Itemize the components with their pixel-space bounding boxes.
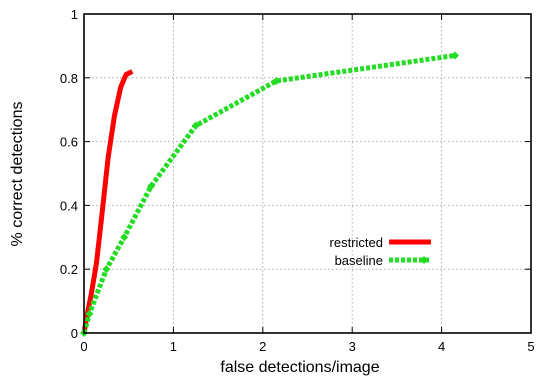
plot-frame	[83, 13, 532, 334]
grid	[84, 14, 531, 333]
y-tick-label: 0.4	[60, 198, 78, 213]
legend: restricted baseline	[330, 235, 431, 268]
x-tick-label: 0	[80, 339, 87, 354]
series-layer	[80, 51, 460, 337]
y-tick-label: 0.2	[60, 262, 78, 277]
data-point-baseline	[85, 309, 94, 318]
y-tick-label: 0.6	[60, 135, 78, 150]
legend-label-restricted: restricted	[330, 235, 383, 250]
y-tick-label: 0	[71, 326, 78, 341]
axis-ticks: 0 1 2 3 4 5 0 0.2 0.4 0.6 0.8 1	[60, 7, 535, 354]
x-axis-title: false detections/image	[220, 359, 379, 376]
series-line-restricted	[81, 69, 134, 334]
y-axis-title: % correct detections	[9, 102, 26, 247]
x-tick-label: 4	[438, 339, 445, 354]
series-line-baseline	[81, 52, 456, 334]
x-tick-label: 2	[259, 339, 266, 354]
data-point-baseline	[451, 51, 460, 60]
y-tick-label: 1	[71, 7, 78, 22]
data-point-baseline	[102, 265, 111, 274]
x-tick-label: 5	[527, 339, 534, 354]
legend-marker-baseline	[420, 256, 428, 264]
legend-label-baseline: baseline	[335, 253, 383, 268]
x-tick-label: 3	[349, 339, 356, 354]
x-tick-label: 1	[170, 339, 177, 354]
data-point-baseline	[191, 121, 200, 130]
data-point-baseline	[120, 233, 129, 242]
data-point-baseline	[147, 182, 156, 191]
data-point-baseline	[272, 76, 281, 85]
y-tick-label: 0.8	[60, 71, 78, 86]
